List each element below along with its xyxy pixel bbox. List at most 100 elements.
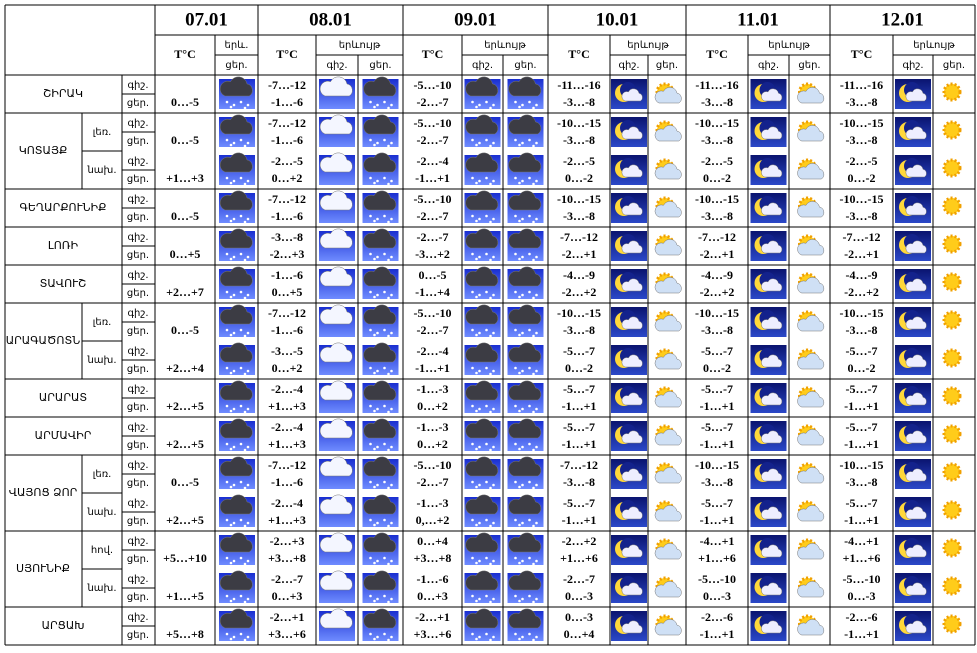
temperature: 0…-5 — [171, 95, 199, 109]
weather-icon — [319, 532, 355, 565]
icon-cloud — [797, 543, 825, 560]
icon-flake — [532, 448, 535, 452]
zone-label: լեռ. — [93, 469, 112, 480]
icon-flake — [376, 255, 379, 259]
temperature: -2…-7 — [417, 230, 449, 244]
temperature: -1…-6 — [417, 572, 449, 586]
row-label: գիշ. — [127, 232, 148, 243]
icon-cloud — [905, 88, 927, 102]
icon-cloud — [219, 266, 253, 287]
icon-flake — [528, 632, 531, 636]
icon-cloud — [508, 570, 542, 591]
icon-cloud — [905, 316, 927, 330]
icon-flake — [246, 483, 250, 487]
icon-flake — [232, 407, 236, 411]
icon-flake — [229, 333, 233, 337]
weather-icon — [942, 234, 962, 254]
weather-icon — [942, 196, 962, 216]
icon-flake — [535, 293, 538, 297]
icon-flake — [514, 442, 517, 446]
icon-flake — [243, 410, 247, 414]
weather-icon — [611, 611, 647, 641]
weather-icon — [750, 193, 787, 223]
icon-flake — [528, 404, 531, 408]
icon-sun — [942, 82, 962, 102]
temp-header: T°C — [706, 47, 727, 61]
weather-icon — [319, 152, 355, 185]
weather-icon — [942, 614, 962, 634]
temperature: -1…+1 — [562, 437, 597, 451]
icon-cloud — [905, 620, 927, 634]
weather-icon — [319, 190, 355, 223]
row-label: ցեր. — [127, 288, 149, 299]
icon-cloud — [797, 467, 825, 484]
icon-cloud — [761, 126, 783, 140]
temperature: -10…-15 — [695, 116, 739, 130]
temperature: +3…+6 — [414, 627, 452, 641]
temperature: -5…-10 — [414, 78, 452, 92]
icon-flake — [225, 214, 229, 218]
temperature: -3…-8 — [563, 209, 595, 223]
icon-sun — [942, 462, 962, 482]
icon-flake — [492, 217, 495, 221]
weather-icon — [797, 386, 825, 408]
icon-flake — [373, 333, 376, 337]
icon-cloud — [761, 164, 783, 178]
weather-icon — [895, 535, 931, 565]
icon-flake — [528, 138, 531, 142]
weather-icon — [895, 421, 931, 451]
temperature: 0…+5 — [170, 247, 201, 261]
icon-flake — [243, 600, 247, 604]
icon-flake — [514, 594, 517, 598]
weather-icon — [942, 424, 962, 444]
icon-flake — [225, 442, 229, 446]
icon-flake — [471, 594, 474, 598]
icon-flake — [489, 638, 492, 642]
icon-flake — [532, 296, 535, 300]
temperature: -3…-8 — [563, 95, 595, 109]
icon-cloud — [319, 266, 353, 287]
icon-flake — [376, 141, 379, 145]
icon-flake — [514, 518, 517, 522]
weather-icon — [362, 380, 399, 414]
weather-icon — [797, 196, 825, 218]
icon-flake — [376, 407, 379, 411]
temperature: -5…-7 — [563, 496, 595, 510]
icon-cloud — [465, 190, 499, 211]
icon-cloud — [905, 468, 927, 482]
icon-flake — [478, 293, 481, 297]
icon-cloud — [621, 316, 643, 330]
icon-flake — [390, 559, 393, 563]
weather-icon — [797, 348, 825, 370]
icon-cloud — [465, 494, 499, 515]
icon-flake — [475, 523, 478, 527]
icon-cloud — [761, 620, 783, 634]
day-header: ցեր. — [369, 60, 391, 71]
temperature: 0,…+2 — [416, 513, 450, 527]
weather-icon — [464, 418, 501, 452]
icon-cloud — [508, 418, 542, 439]
temperature: +1…+6 — [698, 551, 736, 565]
icon-flake — [232, 331, 236, 335]
weather-icon — [750, 231, 787, 261]
temperature: -1…+4 — [415, 285, 450, 299]
icon-cloud — [363, 190, 397, 211]
icon-flake — [528, 252, 531, 256]
weather-icon — [750, 535, 787, 565]
temperature: +2…+5 — [166, 513, 204, 527]
icon-flake — [243, 296, 247, 300]
icon-flake — [532, 638, 535, 642]
weather-icon — [611, 269, 647, 299]
icon-cloud — [319, 570, 353, 591]
row-label: ցեր. — [127, 364, 149, 375]
weather-icon — [654, 120, 682, 142]
weather-icon — [654, 158, 682, 180]
weather-icon — [611, 459, 647, 489]
icon-flake — [387, 182, 390, 186]
icon-flake — [373, 523, 376, 527]
icon-cloud — [363, 456, 397, 477]
temperature: -5…-7 — [846, 496, 878, 510]
icon-flake — [246, 141, 250, 145]
temperature: -5…-7 — [563, 420, 595, 434]
